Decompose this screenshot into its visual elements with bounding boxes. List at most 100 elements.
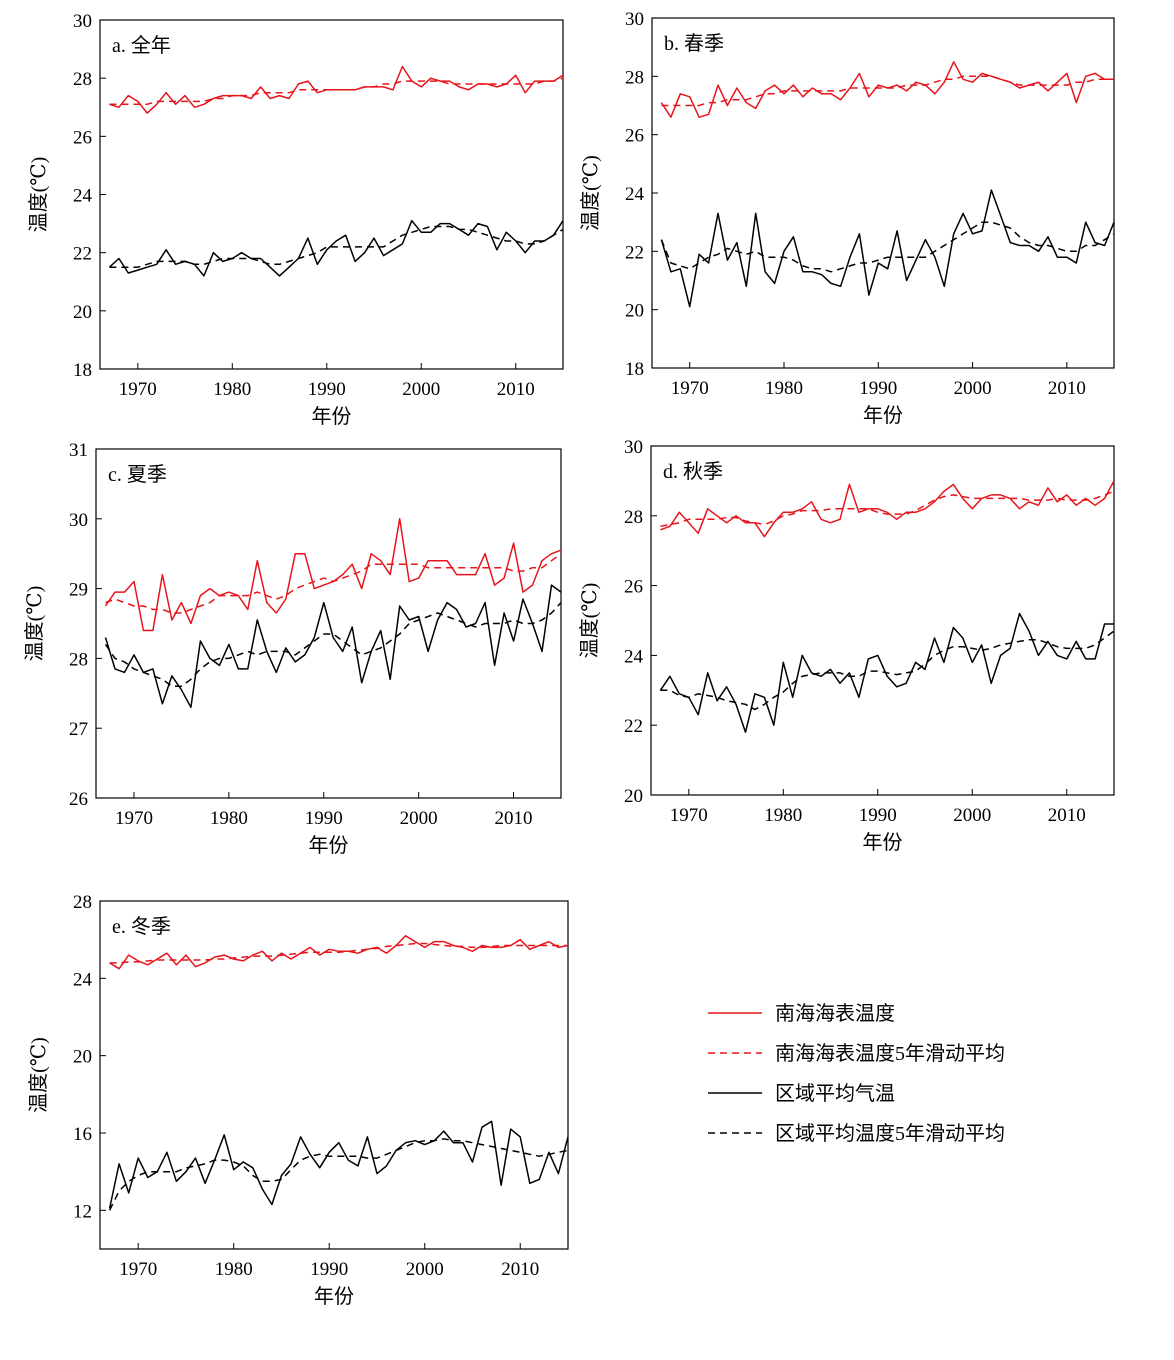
series-line-air-temp [659,612,1114,733]
y-tick-label: 30 [625,9,644,30]
series-line-air-temp-moving-average [660,221,1115,273]
x-tick-label: 1980 [210,808,248,829]
series-line-sst-moving-average [109,77,564,106]
x-tick-label: 2010 [1048,378,1086,399]
y-tick-label: 22 [625,242,644,263]
y-tick-label: 29 [69,580,88,601]
x-tick-label: 2000 [400,808,438,829]
y-axis-title: 温度(℃) [27,1037,50,1113]
plot-frame [99,900,569,1250]
x-tick-label: 1970 [115,808,153,829]
x-tick-label: 2000 [953,805,991,826]
y-tick-label: 24 [625,184,645,205]
y-tick-label: 31 [69,440,88,461]
x-axis-title: 年份 [312,405,352,428]
y-tick-label: 30 [624,437,643,458]
y-tick-label: 26 [624,577,643,598]
x-tick-label: 1970 [670,805,708,826]
series-line-air-temp [108,1120,569,1209]
y-tick-label: 30 [69,510,88,531]
y-tick-label: 24 [73,186,93,207]
x-axis-title: 年份 [863,831,903,854]
x-tick-label: 1970 [119,379,157,400]
series-line-sst [660,61,1114,118]
x-tick-label: 1970 [671,378,709,399]
legend-label-sst: 南海海表温度 [775,1002,895,1025]
y-tick-label: 20 [73,1047,92,1068]
series-line-sst-moving-average [661,75,1114,107]
y-tick-label: 24 [73,969,93,990]
y-tick-label: 26 [73,127,92,148]
y-tick-label: 26 [625,126,644,147]
panel-autumn: 1970 1980 1990 2000 2010 20 22 24 26 28 30 年份 温度(℃) d… [578,437,1115,854]
x-tick-label: 1980 [213,379,251,400]
y-tick-label: 28 [69,649,88,670]
y-tick-label: 20 [625,301,644,322]
panel-spring: 1970 1980 1990 2000 2010 18 20 22 24 26 28 30 年份 温度(℃… [579,9,1115,427]
panel-label: d. 秋季 [663,460,723,483]
y-axis-title: 温度(℃) [23,586,46,662]
panel-label: c. 夏季 [108,463,167,486]
x-tick-label: 2010 [501,1259,539,1280]
x-tick-label: 1990 [859,805,897,826]
y-tick-label: 30 [73,11,92,32]
x-tick-label: 2000 [406,1259,444,1280]
series-line-sst [109,935,569,970]
x-tick-label: 1980 [764,805,802,826]
y-tick-label: 28 [625,67,644,88]
y-tick-label: 16 [73,1124,92,1145]
y-axis-title: 温度(℃) [27,157,50,233]
legend-label-air-temp-moving-average: 区域平均温度5年滑动平均 [775,1122,1005,1145]
series-line-air-temp [660,189,1115,308]
series-line-air-temp-moving-average [109,225,564,268]
y-tick-label: 28 [624,507,643,528]
plot-frame [650,445,1115,796]
plot-frame [99,19,564,370]
series-line-sst [104,518,562,632]
y-tick-label: 18 [73,360,92,381]
plot-frame [651,17,1115,369]
y-tick-label: 22 [624,716,643,737]
series-line-air-temp-moving-average [660,630,1115,711]
x-tick-label: 2010 [1048,805,1086,826]
y-tick-label: 28 [73,892,92,913]
y-tick-label: 20 [73,302,92,323]
x-axis-title: 年份 [863,404,903,427]
x-tick-label: 1990 [859,378,897,399]
series-line-air-temp [104,584,562,709]
panel-winter: 1970 1980 1990 2000 2010 12 16 20 24 28 年份 温度(℃) e. … [27,892,569,1308]
panel-summer: 1970 1980 1990 2000 2010 26 27 28 29 30 31 年份 温度(℃) c… [23,440,562,857]
y-tick-label: 28 [73,69,92,90]
series-line-sst [660,480,1115,538]
y-tick-label: 26 [69,789,88,810]
y-tick-label: 22 [73,244,92,265]
x-tick-label: 1980 [765,378,803,399]
y-tick-label: 20 [624,786,643,807]
y-tick-label: 18 [625,359,644,380]
series-line-sst-moving-average [109,942,568,964]
y-axis-title: 温度(℃) [578,583,601,659]
legend-label-air-temp: 区域平均气温 [775,1082,895,1105]
panel-label: e. 冬季 [112,915,171,938]
x-axis-title: 年份 [309,834,349,857]
x-tick-label: 2000 [402,379,440,400]
legend-label-sst-moving-average: 南海海表温度5年滑动平均 [775,1042,1005,1065]
y-tick-label: 12 [73,1201,92,1222]
panel-annual: 1970 1980 1990 2000 2010 18 20 22 24 26 28 30 年份 温度(℃… [27,11,564,428]
series-line-air-temp [108,219,564,277]
x-tick-label: 1990 [305,808,343,829]
x-tick-label: 2000 [954,378,992,399]
series-line-sst-moving-average [105,553,562,614]
y-axis-title: 温度(℃) [579,155,602,231]
x-tick-label: 1990 [310,1259,348,1280]
series-line-air-temp-moving-average [108,1138,569,1211]
plot-frame [95,448,562,799]
x-axis-title: 年份 [314,1285,354,1308]
series-line-air-temp-moving-average [104,602,562,688]
x-tick-label: 2010 [495,808,533,829]
y-tick-label: 24 [624,646,644,667]
x-tick-label: 1980 [215,1259,253,1280]
series-line-sst-moving-average [660,490,1115,528]
y-tick-label: 27 [69,719,88,740]
